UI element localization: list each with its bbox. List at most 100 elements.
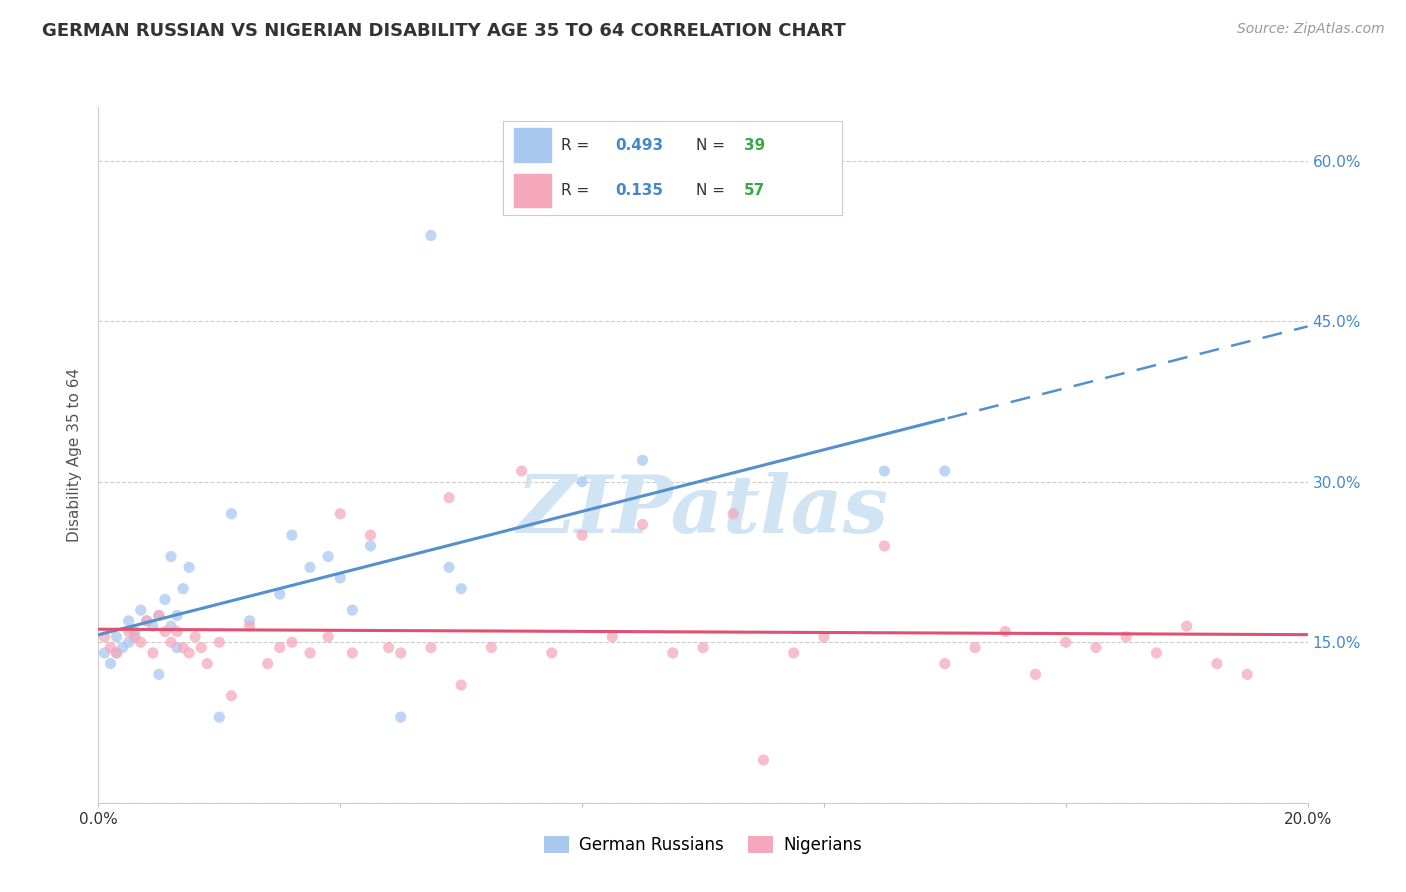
Point: [571, 475, 593, 489]
Point: [100, 657, 122, 671]
Point: [450, 582, 472, 596]
Point: [420, 640, 443, 655]
Point: [692, 640, 714, 655]
Point: [281, 635, 304, 649]
Point: [360, 539, 382, 553]
Bar: [513, 128, 551, 162]
Text: 57: 57: [744, 183, 765, 198]
Point: [221, 689, 243, 703]
Point: [342, 603, 364, 617]
Point: [752, 753, 775, 767]
Point: [153, 592, 176, 607]
Point: [148, 608, 170, 623]
Point: [105, 646, 128, 660]
Text: 0.135: 0.135: [616, 183, 664, 198]
Point: [148, 667, 170, 681]
Point: [118, 635, 141, 649]
Point: [190, 640, 212, 655]
Text: R =: R =: [561, 183, 595, 198]
Y-axis label: Disability Age 35 to 64: Disability Age 35 to 64: [67, 368, 83, 542]
Point: [179, 646, 201, 660]
Text: 39: 39: [744, 138, 765, 153]
Text: ZIPatlas: ZIPatlas: [517, 472, 889, 549]
Point: [813, 630, 835, 644]
Point: [105, 646, 128, 660]
Point: [148, 608, 170, 623]
Point: [602, 630, 624, 644]
Point: [221, 507, 243, 521]
Text: 0.493: 0.493: [616, 138, 664, 153]
Point: [437, 560, 460, 574]
Point: [269, 640, 291, 655]
Point: [1144, 646, 1167, 660]
Point: [437, 491, 460, 505]
Point: [1054, 635, 1077, 649]
Point: [239, 619, 262, 633]
Point: [934, 657, 956, 671]
Point: [1206, 657, 1229, 671]
Point: [389, 646, 412, 660]
Point: [172, 640, 194, 655]
Point: [208, 710, 231, 724]
Text: GERMAN RUSSIAN VS NIGERIAN DISABILITY AGE 35 TO 64 CORRELATION CHART: GERMAN RUSSIAN VS NIGERIAN DISABILITY AG…: [42, 22, 846, 40]
Point: [873, 464, 896, 478]
Point: [166, 608, 188, 623]
Point: [934, 464, 956, 478]
Point: [299, 646, 322, 660]
Bar: [513, 174, 551, 207]
Point: [239, 614, 262, 628]
Point: [153, 624, 176, 639]
Point: [208, 635, 231, 649]
Text: Source: ZipAtlas.com: Source: ZipAtlas.com: [1237, 22, 1385, 37]
Point: [160, 549, 183, 564]
Point: [142, 646, 165, 660]
Point: [135, 614, 157, 628]
Text: R =: R =: [561, 138, 595, 153]
Point: [1236, 667, 1258, 681]
Point: [873, 539, 896, 553]
Point: [450, 678, 472, 692]
Point: [481, 640, 503, 655]
Point: [105, 630, 128, 644]
Point: [389, 710, 412, 724]
Point: [256, 657, 278, 671]
Point: [142, 619, 165, 633]
Point: [93, 630, 115, 644]
Point: [299, 560, 322, 574]
Point: [269, 587, 291, 601]
Point: [160, 619, 183, 633]
Point: [135, 614, 157, 628]
Point: [100, 640, 122, 655]
Point: [377, 640, 399, 655]
Point: [631, 517, 654, 532]
Point: [124, 630, 146, 644]
Point: [360, 528, 382, 542]
Point: [1175, 619, 1198, 633]
Point: [329, 571, 352, 585]
Point: [631, 453, 654, 467]
Point: [662, 646, 685, 660]
Point: [723, 507, 745, 521]
Point: [129, 603, 152, 617]
Point: [281, 528, 304, 542]
Legend: German Russians, Nigerians: German Russians, Nigerians: [537, 829, 869, 861]
Point: [195, 657, 218, 671]
Point: [184, 630, 207, 644]
Point: [179, 560, 201, 574]
Point: [166, 640, 188, 655]
Point: [1115, 630, 1137, 644]
Point: [329, 507, 352, 521]
Point: [965, 640, 987, 655]
Point: [166, 624, 188, 639]
Point: [783, 646, 806, 660]
Point: [540, 646, 562, 660]
Point: [118, 614, 141, 628]
Point: [316, 630, 339, 644]
Point: [129, 635, 152, 649]
Point: [510, 464, 533, 478]
Point: [994, 624, 1017, 639]
Point: [124, 624, 146, 639]
Text: N =: N =: [696, 138, 730, 153]
Point: [160, 635, 183, 649]
Point: [1085, 640, 1108, 655]
